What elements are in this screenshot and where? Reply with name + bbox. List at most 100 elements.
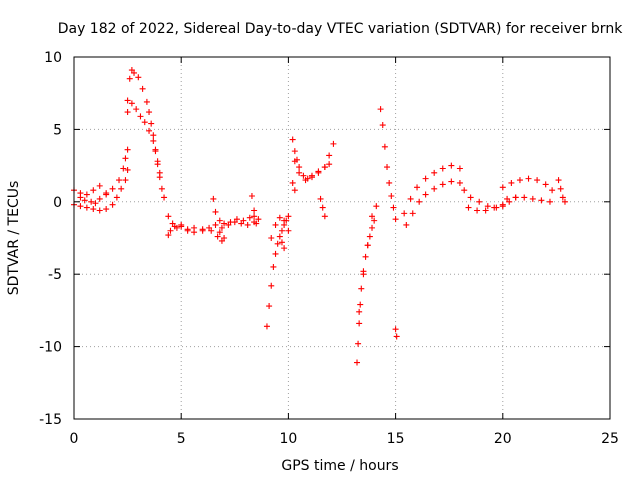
data-point <box>319 204 326 211</box>
data-point <box>355 340 362 347</box>
data-point <box>216 217 223 224</box>
data-point <box>120 165 127 172</box>
data-point <box>96 182 103 189</box>
data-point <box>131 69 138 76</box>
data-point <box>289 136 296 143</box>
data-point <box>274 240 281 247</box>
x-tick-label: 25 <box>601 431 619 447</box>
data-point <box>253 220 260 227</box>
data-point <box>251 207 258 214</box>
data-point <box>206 224 213 231</box>
data-point <box>364 242 371 249</box>
data-point <box>403 221 410 228</box>
y-tick-label: 5 <box>53 122 62 138</box>
data-point <box>499 201 506 208</box>
data-point <box>77 203 84 210</box>
data-point <box>255 216 262 223</box>
data-point <box>128 100 135 107</box>
x-tick-label: 0 <box>70 431 79 447</box>
data-point <box>508 179 515 186</box>
data-point <box>388 193 395 200</box>
y-axis-label: SDTVAR / TECUs <box>6 181 22 296</box>
series-arc-24 <box>403 178 463 228</box>
data-point <box>369 224 376 231</box>
x-tick-label: 20 <box>494 431 512 447</box>
data-point <box>116 177 123 184</box>
data-point <box>165 232 172 239</box>
x-tick-label: 5 <box>177 431 186 447</box>
data-point <box>103 191 110 198</box>
data-point <box>559 194 566 201</box>
data-point <box>315 169 322 176</box>
data-point <box>369 213 376 220</box>
data-point <box>285 227 292 234</box>
data-point <box>118 185 125 192</box>
series-arc-03 <box>77 191 110 207</box>
data-point <box>461 187 468 194</box>
data-point <box>124 166 131 173</box>
data-point <box>491 204 498 211</box>
chart-title: Day 182 of 2022, Sidereal Day-to-day VTE… <box>58 21 623 37</box>
data-point <box>521 194 528 201</box>
data-point <box>484 203 491 210</box>
data-point <box>96 195 103 202</box>
grid <box>74 57 610 419</box>
data-point <box>409 210 416 217</box>
series-arc-17 <box>289 179 298 194</box>
data-point <box>512 194 519 201</box>
series-arc-10 <box>214 233 228 244</box>
data-point <box>291 158 298 165</box>
data-points <box>71 67 568 366</box>
data-point <box>392 326 399 333</box>
data-point <box>210 195 217 202</box>
data-point <box>296 164 303 171</box>
data-point <box>371 217 378 224</box>
data-point <box>268 235 275 241</box>
data-point <box>184 226 191 233</box>
data-point <box>561 198 568 205</box>
data-point <box>422 175 429 182</box>
data-point <box>289 179 296 186</box>
data-point <box>135 74 142 81</box>
data-point <box>392 216 399 223</box>
data-point <box>221 220 228 227</box>
data-point <box>356 308 363 315</box>
series-arc-27 <box>499 175 556 194</box>
data-point <box>431 185 438 192</box>
series-arc-22 <box>392 326 400 340</box>
data-point <box>221 235 228 241</box>
data-point <box>214 233 221 240</box>
data-point <box>456 179 463 186</box>
data-point <box>150 132 157 139</box>
plot-frame <box>73 56 611 420</box>
data-point <box>77 194 84 201</box>
series-arc-08 <box>210 195 262 227</box>
data-point <box>448 162 455 169</box>
data-point <box>465 204 472 211</box>
data-point <box>504 195 511 202</box>
y-tick-label: 0 <box>53 195 62 211</box>
data-point <box>407 195 414 202</box>
series-arc-15 <box>289 136 333 182</box>
data-point <box>476 198 483 205</box>
data-point <box>92 200 99 207</box>
series-arc-07 <box>165 221 213 239</box>
data-point <box>546 198 553 205</box>
data-point <box>414 184 421 191</box>
data-point <box>276 233 283 240</box>
data-point <box>272 221 279 228</box>
data-point <box>390 204 397 211</box>
series-arc-01 <box>71 146 131 198</box>
data-point <box>244 221 251 228</box>
data-point <box>354 359 361 366</box>
data-point <box>216 229 223 236</box>
data-point <box>549 187 556 194</box>
data-point <box>113 194 120 201</box>
data-point <box>96 207 103 214</box>
data-point <box>154 158 161 165</box>
series-arc-13 <box>268 214 292 241</box>
data-point <box>146 127 153 134</box>
data-point <box>467 194 474 201</box>
data-point <box>401 210 408 217</box>
series-arc-20 <box>356 203 380 315</box>
